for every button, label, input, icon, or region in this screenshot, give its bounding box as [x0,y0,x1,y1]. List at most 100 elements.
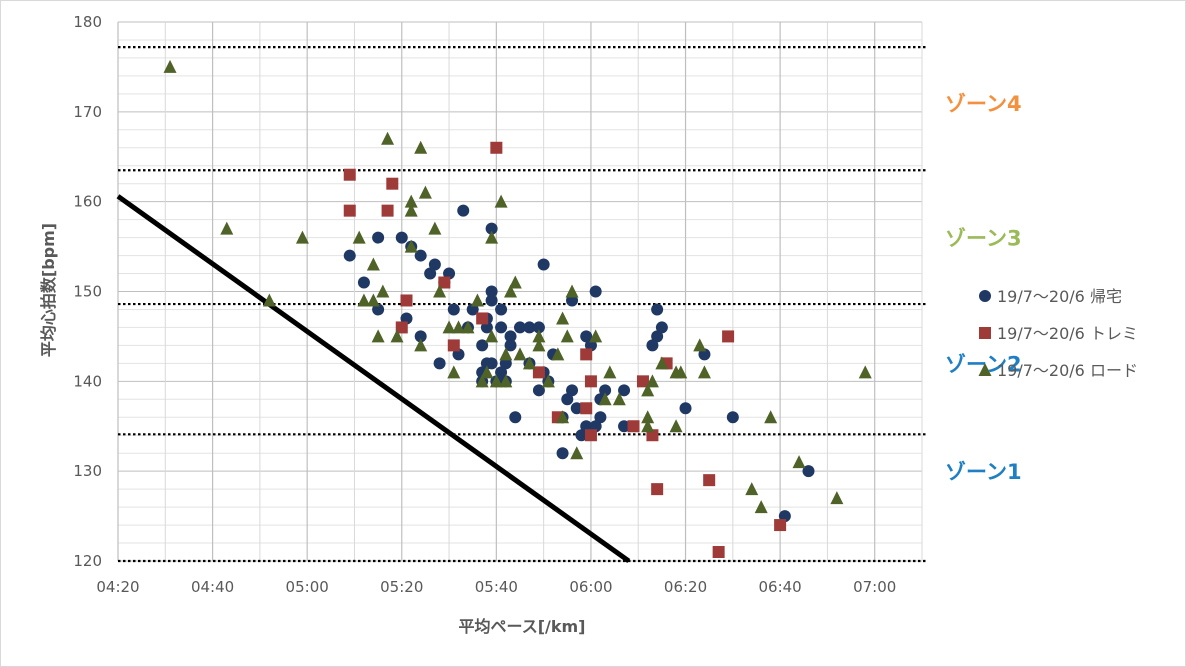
data-point-circle [570,402,583,415]
data-point-circle [343,249,356,262]
data-point-square [343,168,356,181]
data-point-circle [433,357,446,370]
data-point-triangle [764,410,778,424]
data-point-triangle [220,221,234,235]
legend-marker-circle [979,290,991,302]
data-point-circle [424,267,437,280]
data-point-triangle [641,419,655,433]
x-tick-label: 06:40 [759,578,802,596]
data-point-triangle [371,329,385,343]
data-point-circle [457,204,470,217]
data-point-circle [372,231,385,244]
data-point-circle [495,366,508,379]
data-point-triangle [475,374,489,388]
data-point-triangle [433,284,447,298]
data-point-triangle [792,455,806,469]
data-point-square [580,402,593,415]
data-point-circle [537,258,550,271]
zone-label: ゾーン4 [945,92,1022,116]
series-triangle [163,59,872,514]
data-point-circle [395,231,408,244]
data-point-triangle [295,230,309,244]
data-point-triangle [381,131,395,145]
data-points [163,59,872,559]
data-point-square [490,141,503,154]
data-point-triangle [499,374,513,388]
data-point-triangle [504,284,518,298]
data-point-triangle [404,194,418,208]
data-point-square [400,294,413,307]
y-tick-label: 150 [73,283,102,301]
data-point-circle [523,321,536,334]
data-point-circle [485,222,498,235]
y-tick-label: 120 [73,552,102,570]
data-point-square [381,204,394,217]
data-point-triangle [598,392,612,406]
data-point-triangle [485,230,499,244]
data-point-triangle [480,365,494,379]
data-point-triangle [858,365,872,379]
y-tick-label: 140 [73,372,102,390]
data-point-triangle [674,365,688,379]
data-point-triangle [612,392,626,406]
data-point-circle [618,384,631,397]
data-point-triangle [589,329,603,343]
data-point-triangle [693,338,707,352]
x-tick-label: 06:20 [664,578,707,596]
data-point-square [774,519,787,532]
x-tick-label: 04:20 [96,578,139,596]
data-point-square [584,375,597,388]
data-point-square [722,330,735,343]
data-point-triangle [641,410,655,424]
data-point-square [438,276,451,289]
legend-marker-triangle [978,363,992,376]
zone-label: ゾーン1 [945,460,1022,484]
data-point-triangle [560,329,574,343]
data-point-triangle [570,446,584,460]
zone-label: ゾーン3 [945,227,1022,251]
data-point-circle [414,330,427,343]
data-point-triangle [414,140,428,154]
data-point-triangle [645,374,659,388]
data-point-circle [566,384,579,397]
legend: 19/7～20/6 帰宅 19/7～20/6 トレミ 19/7～20/6 ロード [978,287,1138,380]
data-point-square [447,339,460,352]
data-point-triangle [404,239,418,253]
y-tick-label: 160 [73,193,102,211]
data-point-triangle [513,347,527,361]
data-point-square [651,483,664,496]
data-point-triangle [485,329,499,343]
data-point-triangle [669,419,683,433]
data-point-circle [580,330,593,343]
data-point-circle [514,321,526,334]
zone-boundaries [118,46,928,563]
data-point-triangle [376,284,390,298]
data-point-square [343,204,356,217]
x-tick-label: 07:00 [853,578,896,596]
data-point-circle [575,429,588,442]
data-point-triangle [641,383,655,397]
data-point-circle [357,276,370,289]
data-point-triangle [452,320,466,334]
y-tick-label: 170 [73,103,102,121]
data-point-circle [594,411,607,424]
tick-labels: 04:20 04:40 05:00 05:20 05:40 06:00 06:20 06:40… [73,13,896,596]
data-point-triangle [414,338,428,352]
data-point-circle [509,411,522,424]
data-point-triangle [551,347,565,361]
data-point-triangle [428,221,442,235]
legend-entry: 19/7～20/6 ロード [997,361,1138,380]
data-point-triangle [655,356,669,370]
data-point-circle [618,420,631,433]
data-point-square [703,474,716,487]
legend-marker-square [979,327,991,339]
data-point-triangle [603,365,617,379]
y-tick-label: 130 [73,462,102,480]
data-point-circle [504,330,517,343]
data-point-triangle [357,293,371,307]
data-point-triangle [262,293,276,307]
data-point-square [636,375,649,388]
